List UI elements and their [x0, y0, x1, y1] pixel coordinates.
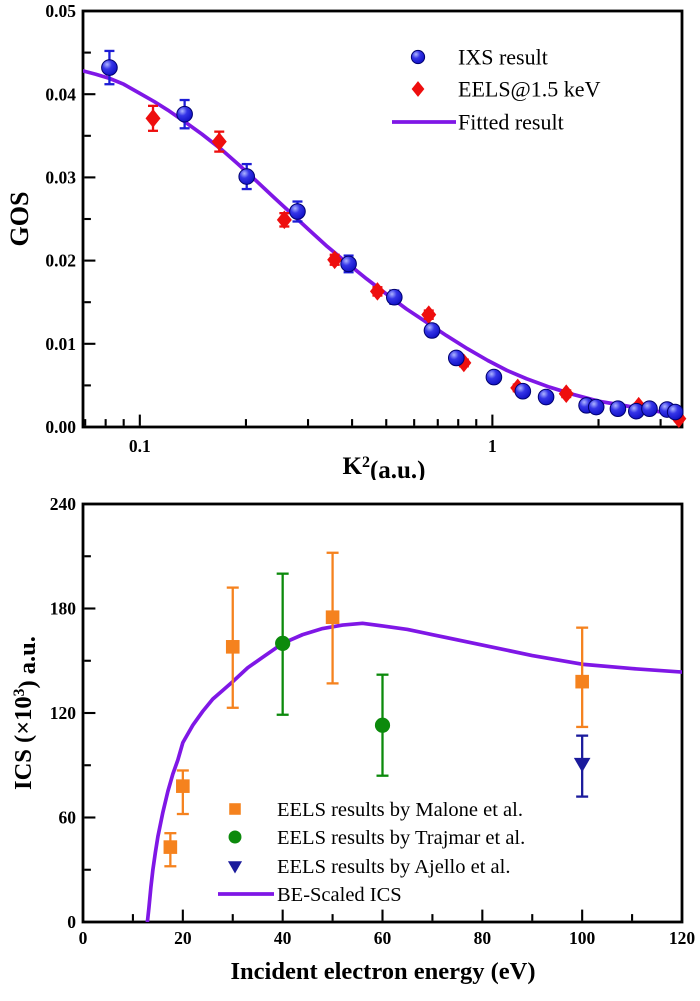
x-tick-label: 40 — [274, 928, 292, 948]
point-eels-1-5-kev — [456, 353, 472, 373]
point-eels-results-by-malone-et-al — [325, 610, 340, 625]
point-eels-results-by-malone-et-al — [225, 640, 240, 654]
series-eels-results-by-malone-et-al — [163, 551, 589, 868]
point-eels-1-5-kev — [327, 250, 343, 270]
y-tick-label: 0.00 — [45, 417, 76, 437]
point-ixs-result — [537, 388, 555, 406]
x-tick-label: 120 — [669, 928, 696, 948]
point-eels-1-5-kev — [276, 210, 292, 230]
y-tick-label: 0 — [67, 912, 76, 932]
point-ixs-result — [238, 168, 256, 185]
point-eels-results-by-ajello-et-al — [573, 757, 591, 773]
point-eels-1-5-kev — [558, 384, 574, 404]
legend-marker-eels-results-by-ajello-et-al — [227, 861, 243, 874]
legend-label-eels-results-by-trajmar-et-al: EELS results by Trajmar et al. — [277, 827, 525, 849]
point-eels-results-by-malone-et-al — [163, 840, 178, 854]
ics-chart-ylabel: ICS (×103) a.u. — [10, 636, 41, 790]
ics-chart-frame — [81, 502, 684, 924]
y-tick-label: 0.04 — [45, 84, 76, 104]
legend-label-ixs-result: IXS result — [458, 45, 548, 70]
y-tick-label: 180 — [50, 599, 77, 619]
gos-chart-xlabel: K2(a.u.) — [342, 453, 425, 480]
legend-label-eels-1-5-kev: EELS@1.5 keV — [458, 77, 601, 102]
point-eels-results-by-malone-et-al — [575, 674, 589, 689]
point-ixs-result — [485, 368, 503, 386]
legend-marker-eels-1-5-kev — [411, 81, 425, 97]
legend-marker-eels-results-by-trajmar-et-al — [228, 830, 242, 844]
x-tick-label: 20 — [174, 928, 192, 948]
series-eels-results-by-ajello-et-al — [573, 734, 591, 798]
point-ixs-result — [666, 403, 684, 421]
y-tick-label: 0.02 — [45, 251, 76, 271]
x-tick-label: 100 — [569, 928, 596, 948]
legend-label-eels-results-by-ajello-et-al: EELS results by Ajello et al. — [277, 856, 510, 878]
y-tick-label: 0.05 — [45, 1, 76, 21]
gos-chart-frame — [81, 9, 684, 429]
legend-marker-ixs-result — [410, 49, 426, 65]
point-ixs-result — [289, 203, 306, 220]
y-tick-label: 240 — [50, 494, 77, 514]
y-tick-label: 0.03 — [45, 168, 76, 188]
ics-chart-xlabel: Incident electron energy (eV) — [230, 958, 535, 985]
y-tick-label: 60 — [59, 808, 77, 828]
series-ixs-result — [101, 49, 684, 421]
curve-fitted-result — [83, 69, 682, 418]
point-eels-1-5-kev — [369, 282, 385, 301]
y-tick-label: 120 — [50, 703, 77, 723]
point-eels-results-by-malone-et-al — [176, 779, 190, 793]
point-ixs-result — [587, 398, 605, 416]
legend-label-eels-results-by-malone-et-al: EELS results by Malone et al. — [277, 799, 523, 821]
point-ixs-result — [340, 255, 357, 273]
point-eels-1-5-kev — [145, 109, 161, 128]
point-ixs-result — [386, 288, 403, 306]
legend-marker-eels-results-by-malone-et-al — [229, 803, 241, 815]
x-tick-label: 60 — [374, 928, 392, 948]
gos-chart: 0.1 1 0.00 0.01 0.02 0.03 0.04 0.05 K2(a.u.) GOS I… — [5, 1, 687, 480]
point-eels-1-5-kev — [211, 132, 227, 151]
ics-chart: 0 20 40 60 80 100 120 0 60 120 180 240 Incident elec… — [10, 494, 696, 985]
point-ixs-result — [641, 400, 658, 417]
point-eels-1-5-kev — [421, 305, 437, 324]
point-ixs-result — [423, 322, 441, 339]
gos-chart-ylabel: GOS — [5, 192, 34, 247]
legend-label-fitted-result: Fitted result — [458, 110, 564, 135]
x-tick-label: 1 — [488, 436, 497, 456]
point-ixs-result — [609, 400, 627, 417]
x-tick-label: 0.1 — [129, 436, 151, 456]
y-tick-label: 0.01 — [45, 334, 76, 354]
point-ixs-result — [514, 382, 532, 400]
legend-label-be-scaled-ics: BE-Scaled ICS — [277, 884, 402, 906]
series-eels-results-by-trajmar-et-al — [275, 572, 391, 777]
point-ixs-result — [101, 59, 118, 76]
point-ixs-result — [447, 349, 465, 367]
point-ixs-result — [176, 105, 193, 123]
point-eels-results-by-trajmar-et-al — [374, 717, 391, 733]
x-tick-label: 0 — [79, 928, 88, 948]
point-eels-results-by-trajmar-et-al — [275, 635, 291, 651]
x-tick-label: 80 — [474, 928, 492, 948]
